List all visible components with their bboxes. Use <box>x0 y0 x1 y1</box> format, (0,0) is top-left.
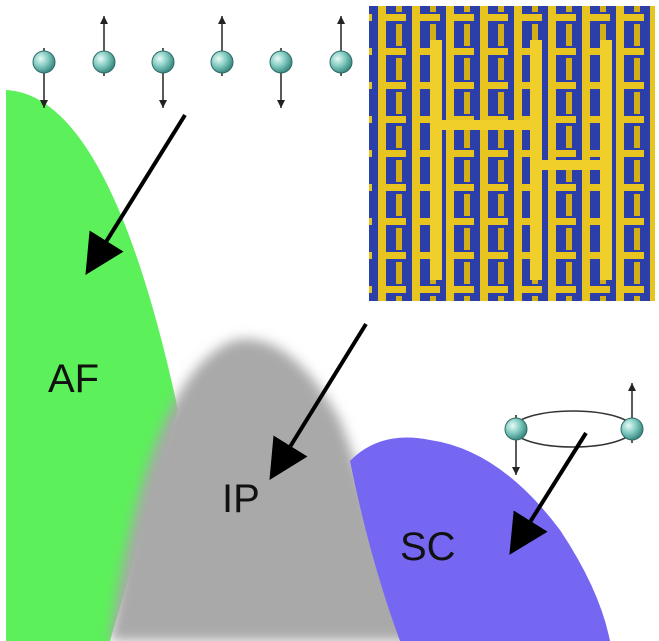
pair-spin-down <box>504 415 528 475</box>
spin-up-2 <box>92 16 116 76</box>
spin-down-5 <box>269 48 293 108</box>
spin-chain <box>32 16 353 108</box>
af-region <box>6 90 178 641</box>
cooper-pair-arrow <box>509 431 588 555</box>
spin-chain-arrow <box>85 113 187 275</box>
pair-loop <box>512 410 634 448</box>
sc-label: SC <box>400 525 456 569</box>
ip-label: IP <box>222 477 260 521</box>
sc-region <box>350 437 610 641</box>
spin-down-3 <box>151 48 175 108</box>
inset-image <box>367 4 657 303</box>
inset-arrow <box>269 322 368 481</box>
ip-region <box>110 339 415 641</box>
af-label: AF <box>48 357 99 401</box>
spin-up-4 <box>210 16 234 76</box>
cooper-pair <box>504 383 644 475</box>
spin-up-6 <box>329 16 353 76</box>
spin-down-1 <box>32 48 56 108</box>
pair-spin-up <box>620 383 644 443</box>
